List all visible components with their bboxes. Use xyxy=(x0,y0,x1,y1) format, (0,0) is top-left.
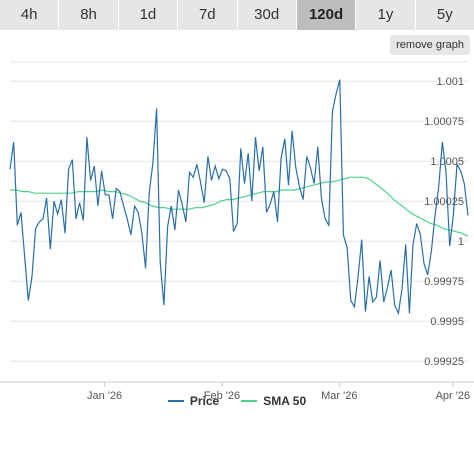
legend-item-sma[interactable]: SMA 50 xyxy=(241,394,306,408)
tab-1y[interactable]: 1y xyxy=(356,0,416,30)
tab-7d[interactable]: 7d xyxy=(178,0,238,30)
y-tick-label: 1 xyxy=(458,236,464,248)
legend-swatch-price xyxy=(167,400,184,402)
y-tick-label: 0.9995 xyxy=(430,316,464,328)
x-tick-label: Mar '26 xyxy=(321,390,357,402)
y-tick-label: 0.99975 xyxy=(424,276,464,288)
x-tick-label: Jan '26 xyxy=(87,390,122,402)
x-tick-label: Feb '26 xyxy=(204,390,240,402)
tab-120d[interactable]: 120d xyxy=(296,0,357,30)
tab-8h[interactable]: 8h xyxy=(59,0,119,30)
y-tick-label: 1.00075 xyxy=(424,116,464,128)
tab-5y[interactable]: 5y xyxy=(415,0,474,30)
remove-graph-button[interactable]: remove graph xyxy=(390,35,470,55)
tab-1d[interactable]: 1d xyxy=(118,0,179,30)
tab-4h[interactable]: 4h xyxy=(0,0,60,30)
legend-label-price: Price xyxy=(189,394,220,408)
legend-item-price[interactable]: Price xyxy=(167,394,220,408)
series-line-price xyxy=(9,79,469,316)
legend-swatch-sma xyxy=(241,400,258,402)
y-tick-label: 1.0005 xyxy=(430,156,464,168)
chart-legend: Price SMA 50 xyxy=(0,392,474,410)
tab-30d[interactable]: 30d xyxy=(237,0,297,30)
y-tick-label: 1.00025 xyxy=(424,196,464,208)
x-tick-label: Apr '26 xyxy=(436,390,471,402)
timeframe-tabs: 4h 8h 1d 7d 30d 120d 1y 5y xyxy=(0,0,474,30)
y-tick-label: 1.001 xyxy=(436,76,464,88)
legend-label-sma: SMA 50 xyxy=(263,394,307,408)
y-tick-label: 0.99925 xyxy=(424,356,464,368)
